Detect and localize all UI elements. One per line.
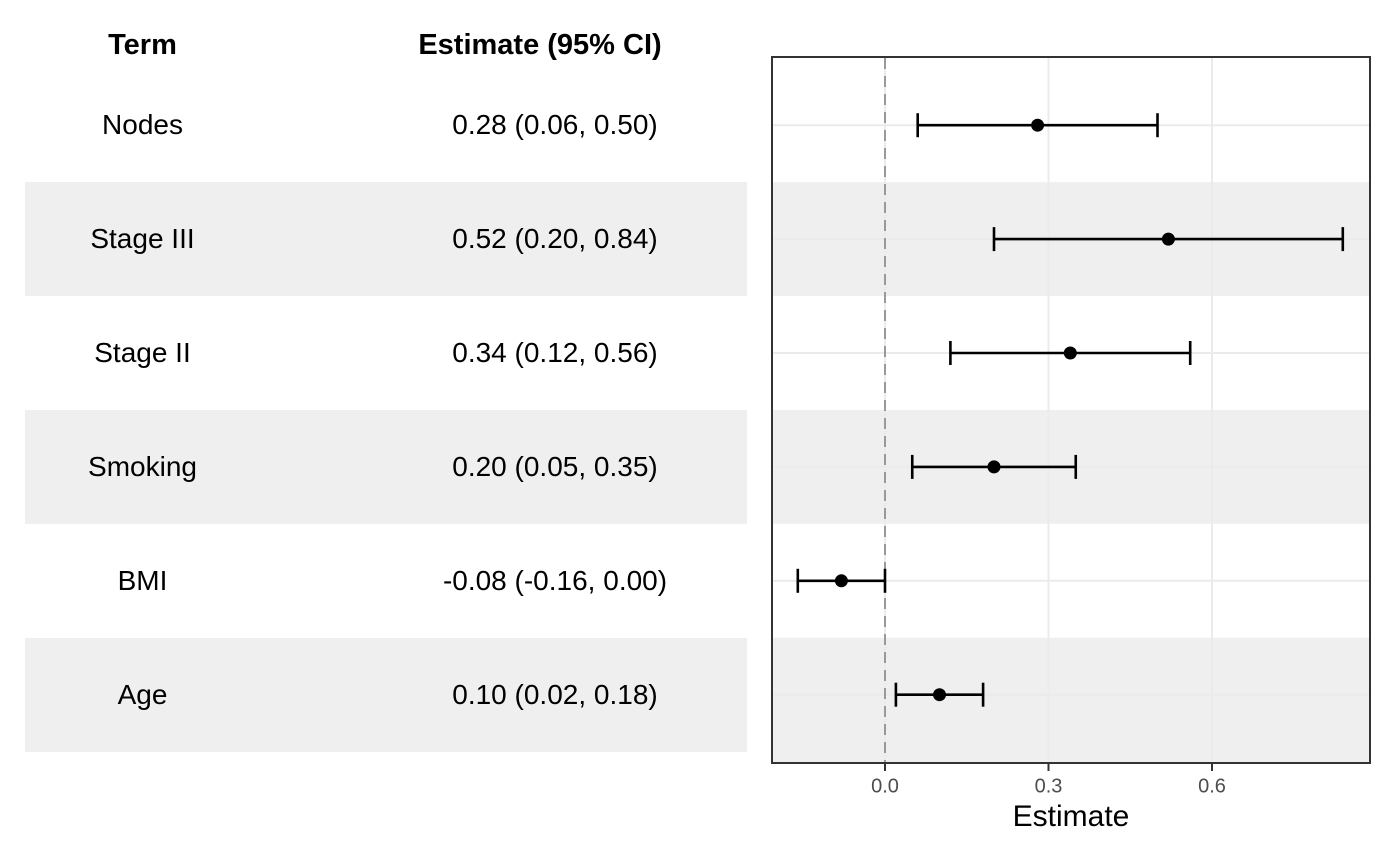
estimate-column-header: Estimate (95% CI)	[418, 29, 662, 61]
point-estimate-marker	[987, 460, 1001, 474]
point-estimate-marker	[933, 688, 946, 702]
term-label: Smoking	[88, 450, 197, 482]
term-label: Nodes	[102, 109, 183, 141]
panel-row-stripe	[773, 637, 1369, 762]
x-axis-tick-label: 0.6	[1198, 775, 1226, 797]
table-row-stripe	[25, 637, 747, 752]
x-axis-tick-label: 0.0	[871, 775, 899, 797]
term-column-header: Term	[108, 29, 177, 61]
panel-border	[771, 56, 1371, 764]
x-axis-tick-label: 0.3	[1035, 775, 1063, 797]
point-estimate-marker	[1031, 118, 1045, 132]
estimate-ci-label: -0.08 (-0.16, 0.00)	[442, 564, 668, 596]
point-estimate-marker	[1161, 232, 1175, 246]
estimate-ci-label: 0.28 (0.06, 0.50)	[452, 109, 658, 141]
table-row-stripe	[25, 409, 747, 524]
estimate-ci-label: 0.34 (0.12, 0.56)	[452, 337, 658, 368]
term-label: Stage II	[94, 337, 191, 368]
estimate-ci-label: 0.20 (0.05, 0.35)	[452, 450, 658, 482]
term-label: Stage III	[90, 223, 195, 255]
term-label: Age	[117, 678, 168, 710]
estimate-ci-label: 0.52 (0.20, 0.84)	[452, 223, 658, 255]
term-label: BMI	[117, 564, 168, 596]
x-axis-title: Estimate	[1013, 800, 1130, 833]
estimate-ci-label: 0.10 (0.02, 0.18)	[452, 678, 658, 710]
table-row-stripe	[25, 182, 747, 297]
point-estimate-marker	[1063, 346, 1077, 360]
point-estimate-marker	[834, 574, 848, 588]
